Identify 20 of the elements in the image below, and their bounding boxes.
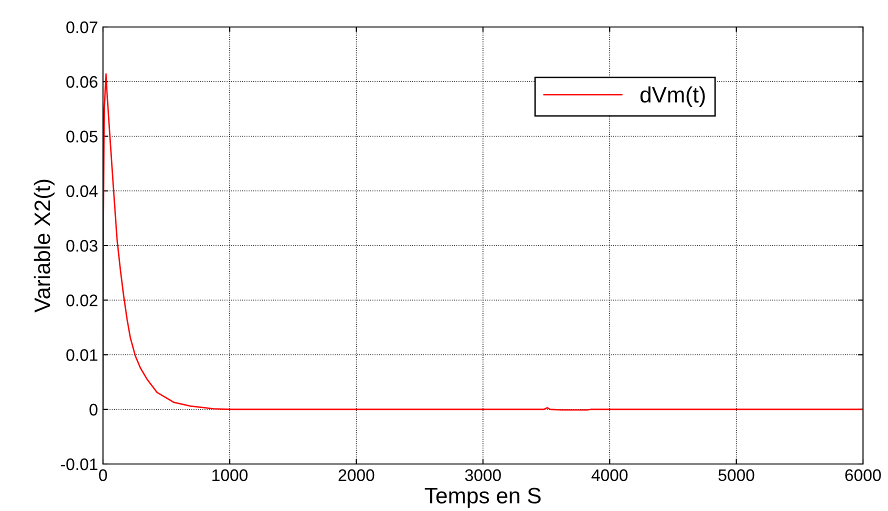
y-tick-label: 0.01 bbox=[66, 349, 98, 361]
x-tick-label: 0 bbox=[99, 469, 107, 482]
x-tick-label: 1000 bbox=[212, 469, 248, 482]
y-tick-label: 0.07 bbox=[66, 21, 98, 34]
x-tick-label: 3000 bbox=[465, 469, 501, 482]
y-tick-label: 0 bbox=[90, 404, 98, 416]
x-tick-label: 5000 bbox=[718, 469, 754, 482]
y-tick-label: 0.02 bbox=[66, 294, 98, 306]
y-tick-label: 0.06 bbox=[66, 76, 98, 88]
y-tick-label: 0.05 bbox=[66, 130, 98, 142]
legend-label: dVm(t) bbox=[640, 86, 705, 108]
x-tick-label: 2000 bbox=[338, 469, 374, 482]
x-axis-title: Temps en S bbox=[424, 488, 541, 508]
line-series bbox=[103, 73, 863, 411]
x-tick-label: 4000 bbox=[592, 469, 628, 482]
y-tick-label: 0.03 bbox=[66, 240, 98, 252]
y-tick-label: -0.01 bbox=[60, 458, 98, 470]
y-tick-label: 0.04 bbox=[66, 185, 98, 198]
y-axis-title: Variable X2(t) bbox=[34, 180, 55, 313]
x-tick-label: 6000 bbox=[845, 469, 881, 482]
